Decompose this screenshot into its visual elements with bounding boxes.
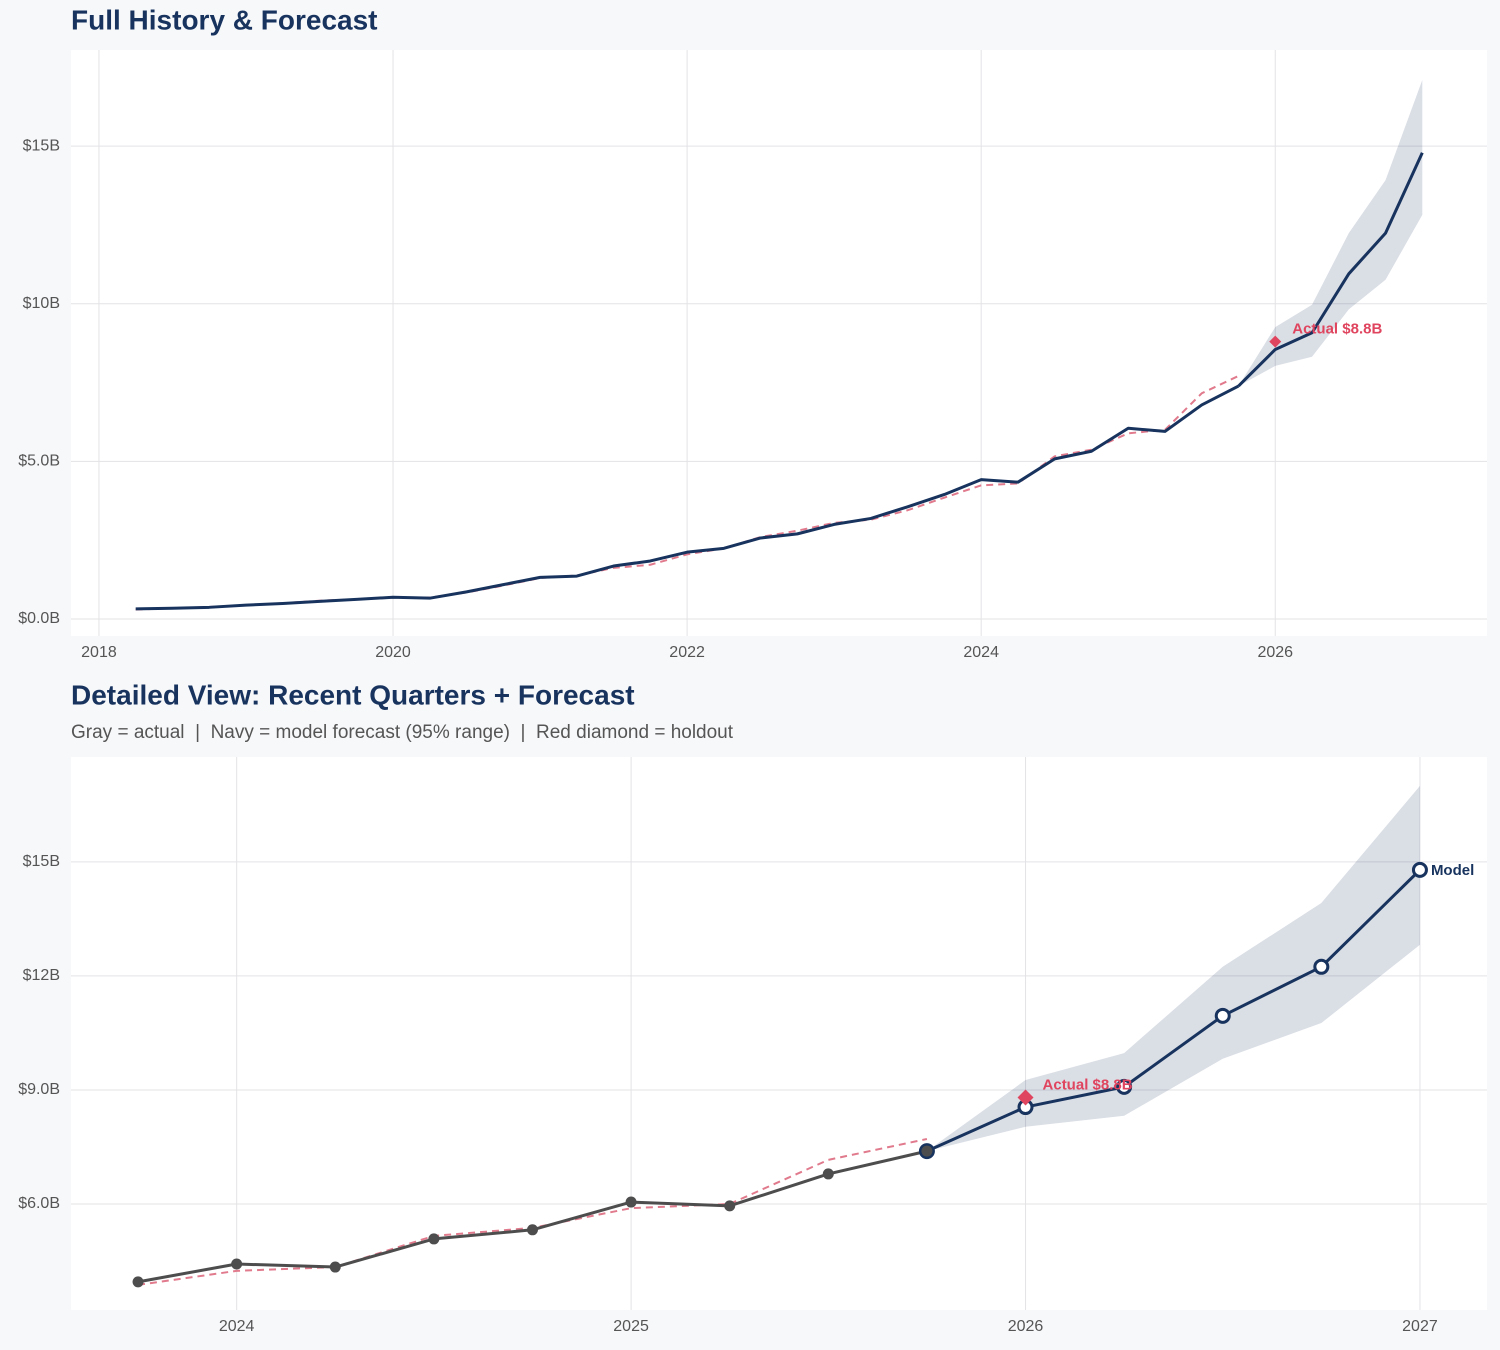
data-point — [625, 1196, 637, 1208]
x-tick-label: 2022 — [669, 644, 705, 661]
data-point — [428, 1233, 440, 1245]
x-tick-label: 2027 — [1402, 1318, 1438, 1335]
data-point — [1313, 958, 1330, 975]
y-tick-label: $6.0B — [18, 1195, 60, 1212]
plot-area — [71, 50, 1487, 636]
series-label: Model — [1431, 862, 1474, 879]
y-tick-label: $10B — [23, 295, 60, 312]
plot-area — [71, 757, 1487, 1310]
chart-subtitle: Gray = actual | Navy = model forecast (9… — [71, 722, 734, 743]
y-tick-label: $5.0B — [18, 453, 60, 470]
holdout-marker — [1017, 1089, 1034, 1106]
holdout-label: Actual $8.8B — [1043, 1077, 1133, 1094]
x-tick-label: 2018 — [81, 644, 117, 661]
chart-title: Full History & Forecast — [71, 4, 378, 35]
x-tick-label: 2024 — [219, 1318, 255, 1335]
holdout-marker — [1269, 335, 1282, 348]
y-tick-label: $12B — [23, 967, 60, 984]
holdout-label: Actual $8.8B — [1292, 321, 1382, 338]
y-tick-label: $15B — [23, 853, 60, 870]
data-point — [724, 1200, 736, 1212]
data-point — [1214, 1007, 1231, 1024]
data-point — [1411, 861, 1428, 878]
data-point — [231, 1258, 243, 1270]
x-tick-label: 2020 — [375, 644, 411, 661]
x-tick-label: 2026 — [1257, 644, 1293, 661]
data-point — [1116, 1078, 1133, 1095]
data-point — [526, 1224, 538, 1236]
data-point — [921, 1145, 933, 1157]
series-line — [926, 868, 1422, 1153]
data-point — [822, 1168, 834, 1180]
y-tick-label: $9.0B — [18, 1081, 60, 1098]
x-tick-label: 2025 — [613, 1318, 649, 1335]
data-point — [132, 1276, 144, 1288]
x-tick-label: 2024 — [963, 644, 999, 661]
data-point — [329, 1261, 341, 1273]
series-line — [135, 384, 1240, 611]
x-tick-label: 2026 — [1008, 1318, 1044, 1335]
y-tick-label: $0.0B — [18, 610, 60, 627]
chart-title: Detailed View: Recent Quarters + Forecas… — [71, 679, 635, 710]
series-line — [1237, 152, 1424, 388]
y-tick-label: $15B — [23, 137, 60, 154]
